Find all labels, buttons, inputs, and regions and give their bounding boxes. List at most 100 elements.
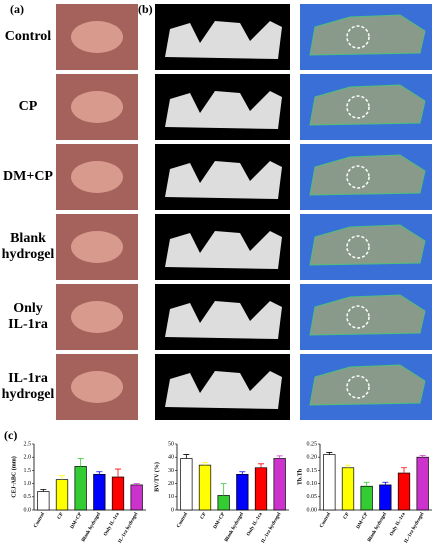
y-tick-label: 2.5 (24, 441, 32, 447)
x-tick-label: Only IL-1ra (389, 512, 407, 537)
bar (379, 484, 392, 511)
model-3d-bone (309, 364, 426, 406)
y-tick-label: 0.10 (307, 481, 318, 487)
x-tick-label: Only IL-1ra (246, 512, 264, 537)
row-label: DM+CP (3, 169, 53, 184)
roi-circle (346, 25, 370, 49)
micro-ct-bone (165, 371, 282, 409)
bar (254, 467, 268, 511)
x-tick-label: DM+CP (356, 512, 369, 530)
x-tick-label: Control (319, 512, 332, 529)
bar (236, 474, 249, 511)
roi-circle (346, 375, 370, 399)
error-bar (96, 471, 103, 475)
y-axis-label: CEJ-ABC (mm) (10, 456, 17, 498)
roi-circle (346, 235, 370, 259)
bar (198, 464, 212, 511)
micro-ct-bone (165, 21, 282, 59)
panel-label: (c) (4, 428, 17, 442)
bar (74, 466, 87, 511)
y-tick-label: 40 (168, 455, 174, 461)
bar (111, 476, 125, 511)
bar (130, 484, 143, 511)
row-label: Only (13, 301, 43, 316)
photo-detail (71, 231, 123, 263)
error-bar (326, 452, 333, 455)
roi-circle (346, 305, 370, 329)
micro-ct-bone (165, 161, 282, 199)
bar (93, 474, 106, 511)
error-bar (220, 483, 227, 496)
x-tick-label: Blank hydrogel (81, 512, 102, 543)
error-bar (345, 464, 351, 468)
micro-ct-bone (165, 91, 282, 129)
row-label: Control (5, 29, 52, 44)
error-bar (115, 468, 121, 477)
error-bar (419, 455, 426, 458)
bar (416, 456, 429, 511)
error-bar (258, 463, 264, 468)
error-bar (202, 462, 208, 466)
bar (397, 472, 411, 511)
y-tick-label: 1.5 (24, 468, 32, 474)
bar (360, 485, 373, 511)
x-tick-label: CP (343, 512, 351, 520)
y-tick-label: 0.0 (24, 507, 32, 513)
bar (217, 495, 230, 511)
model-3d-bone (309, 294, 426, 336)
x-tick-label: DM+CP (213, 512, 226, 530)
y-axis-label: Tb.Th (297, 468, 303, 485)
bar (273, 458, 286, 511)
bar (323, 454, 336, 511)
row-label: IL-1ra (8, 371, 48, 386)
y-tick-label: 1.0 (24, 481, 32, 487)
y-tick-label: 0.05 (307, 494, 318, 500)
x-tick-label: IL-1ra hydrogel (118, 512, 140, 545)
photo-detail (71, 91, 123, 123)
y-tick-label: 0.25 (307, 441, 318, 447)
error-bar (77, 458, 84, 467)
photo-detail (71, 301, 123, 333)
micro-ct-bone (165, 301, 282, 339)
bar (55, 479, 69, 511)
y-tick-label: 0.20 (307, 455, 318, 461)
error-bar (59, 475, 65, 480)
photo-detail (71, 21, 123, 53)
x-tick-label: CP (57, 512, 65, 520)
model-3d-bone (309, 84, 426, 126)
x-tick-label: CP (200, 512, 208, 520)
y-tick-label: 0 (171, 507, 174, 513)
x-tick-label: IL-1ra hydrogel (404, 512, 426, 545)
row-label: IL-1ra (8, 317, 48, 332)
y-tick-label: 10 (168, 494, 174, 500)
panel-label: (b) (138, 2, 153, 16)
photo-detail (71, 371, 123, 403)
model-3d-bone (309, 154, 426, 196)
y-tick-label: 0.5 (24, 494, 32, 500)
y-tick-label: 0.00 (307, 507, 318, 513)
row-label: hydrogel (2, 387, 55, 402)
x-tick-label: Control (176, 512, 189, 529)
y-tick-label: 0.15 (307, 468, 318, 474)
y-tick-label: 50 (168, 441, 174, 447)
error-bar (40, 489, 47, 492)
model-3d-bone (309, 224, 426, 266)
micro-ct-bone (165, 231, 282, 269)
x-tick-label: Control (33, 512, 46, 529)
roi-circle (346, 95, 370, 119)
row-label: hydrogel (2, 247, 55, 262)
bar (180, 458, 193, 511)
panel-label: (a) (10, 2, 24, 16)
error-bar (363, 481, 370, 487)
model-3d-bone (309, 14, 426, 56)
x-tick-label: Blank hydrogel (367, 512, 388, 543)
roi-circle (346, 165, 370, 189)
error-bar (133, 483, 140, 485)
photo-detail (71, 161, 123, 193)
y-tick-label: 2.0 (24, 455, 32, 461)
y-tick-label: 30 (168, 468, 174, 474)
bar (37, 491, 50, 511)
y-tick-label: 20 (168, 481, 174, 487)
row-label: CP (19, 99, 38, 114)
